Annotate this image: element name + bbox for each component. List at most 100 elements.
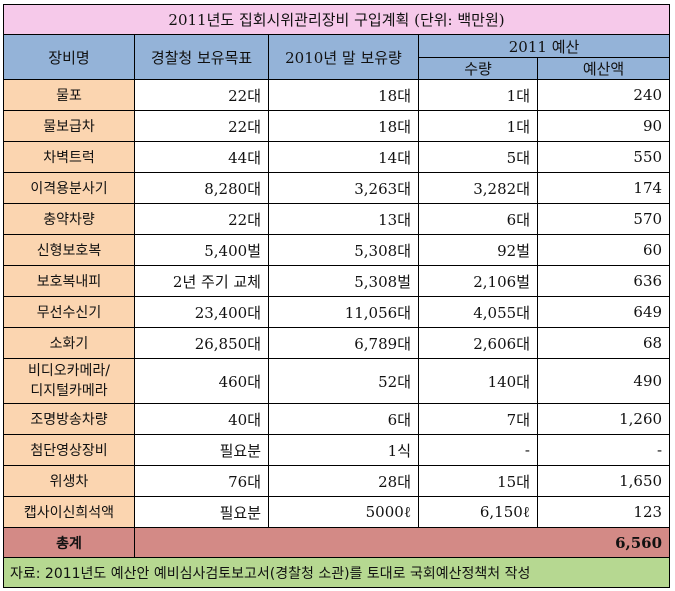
police-target-cell: 필요분 [134, 434, 269, 466]
table-row: 위생차 76대 28대 15대 1,650 [3, 465, 671, 497]
table-row: 충약차량 22대 13대 6대 570 [3, 203, 671, 235]
header-row-2: 수량 예산액 [4, 57, 671, 80]
table-title: 2011년도 집회시위관리장비 구입계획 (단위: 백만원) [2, 4, 671, 35]
quantity-cell: 7대 [418, 403, 538, 435]
equipment-name: 첨단영상장비 [3, 434, 135, 466]
equipment-name: 신형보호복 [3, 234, 135, 266]
quantity-cell: 15대 [418, 465, 538, 497]
amount-cell: 1,650 [536, 465, 671, 497]
quantity-cell: 2,106벌 [418, 265, 538, 297]
header-police-target: 경찰청 보유목표 [134, 34, 269, 80]
held-2010-cell: 18대 [268, 110, 419, 142]
police-target-cell: 76대 [134, 465, 269, 497]
police-target-cell: 40대 [134, 403, 269, 435]
total-amount: 6,560 [133, 527, 671, 558]
amount-cell: 550 [536, 141, 671, 173]
equipment-name: 조명방송차량 [3, 403, 135, 435]
table-row: 신형보호복 5,400벌 5,308대 92벌 60 [3, 234, 671, 266]
total-label: 총계 [3, 527, 135, 558]
police-target-cell: 필요분 [134, 496, 269, 528]
equipment-name: 물보급차 [3, 110, 135, 142]
police-target-cell: 2년 주기 교체 [134, 265, 269, 297]
equipment-name: 충약차량 [3, 203, 135, 235]
table-row: 물보급차 22대 18대 1대 90 [3, 110, 671, 142]
held-2010-cell: 3,263대 [268, 172, 419, 204]
police-target-cell: 460대 [134, 358, 269, 404]
amount-cell: 123 [536, 496, 671, 528]
police-target-cell: 22대 [134, 79, 269, 111]
header-equipment: 장비명 [3, 34, 135, 80]
quantity-cell: 1대 [418, 110, 538, 142]
amount-cell: 490 [536, 358, 671, 404]
held-2010-cell: 28대 [268, 465, 419, 497]
equipment-name: 위생차 [3, 465, 135, 497]
header-amount: 예산액 [536, 57, 671, 80]
held-2010-cell: 11,056대 [268, 296, 419, 328]
held-2010-cell: 1식 [268, 434, 419, 466]
held-2010-cell: 5,308대 [268, 234, 419, 266]
quantity-cell: 5대 [418, 141, 538, 173]
police-target-cell: 8,280대 [134, 172, 269, 204]
amount-cell: 649 [536, 296, 671, 328]
quantity-cell: 1대 [418, 79, 538, 111]
note-row: 자료: 2011년도 예산안 예비심사검토보고서(경찰청 소관)를 토대로 국회… [2, 557, 671, 588]
amount-cell: 240 [536, 79, 671, 111]
equipment-name: 차벽트럭 [3, 141, 135, 173]
quantity-cell: 2,606대 [418, 327, 538, 359]
amount-cell: 68 [536, 327, 671, 359]
quantity-cell: 6,150ℓ [418, 496, 538, 528]
quantity-cell: 6대 [418, 203, 538, 235]
equipment-name: 이격용분사기 [3, 172, 135, 204]
table-row: 무선수신기 23,400대 11,056대 4,055대 649 [3, 296, 671, 328]
title-row: 2011년도 집회시위관리장비 구입계획 (단위: 백만원) [2, 4, 671, 35]
budget-table-wrapper: 2011년도 집회시위관리장비 구입계획 (단위: 백만원) 장비명 경찰청 보… [2, 4, 671, 588]
header-held-2010: 2010년 말 보유량 [268, 34, 419, 80]
table-row: 보호복내피 2년 주기 교체 5,308벌 2,106벌 636 [3, 265, 671, 297]
header-budget-2011: 2011 예산 [417, 34, 671, 58]
table-row: 첨단영상장비 필요분 1식 - - [3, 434, 671, 466]
equipment-name: 비디오카메라/디지털카메라 [3, 358, 135, 404]
table-row: 캡사이신희석액 필요분 5000ℓ 6,150ℓ 123 [3, 496, 671, 528]
police-target-cell: 44대 [134, 141, 269, 173]
police-target-cell: 26,850대 [134, 327, 269, 359]
police-target-cell: 22대 [134, 110, 269, 142]
table-body: 물포 22대 18대 1대 240 물보급차 22대 18대 1대 90 차벽트럭 44대 14대 5대 5… [3, 79, 671, 528]
amount-cell: 174 [536, 172, 671, 204]
held-2010-cell: 14대 [268, 141, 419, 173]
police-target-cell: 5,400벌 [134, 234, 269, 266]
source-note: 자료: 2011년도 예산안 예비심사검토보고서(경찰청 소관)를 토대로 국회… [2, 557, 671, 588]
quantity-cell: 92벌 [418, 234, 538, 266]
table-row: 조명방송차량 40대 6대 7대 1,260 [3, 403, 671, 435]
header-row-1: 장비명 경찰청 보유목표 2010년 말 보유량 2011 예산 [3, 34, 671, 80]
police-target-cell: 22대 [134, 203, 269, 235]
quantity-cell: 140대 [418, 358, 538, 404]
held-2010-cell: 13대 [268, 203, 419, 235]
table-row: 물포 22대 18대 1대 240 [3, 79, 671, 111]
held-2010-cell: 5,308벌 [268, 265, 419, 297]
amount-cell: 570 [536, 203, 671, 235]
total-row: 총계 6,560 [3, 527, 671, 558]
quantity-cell: 4,055대 [418, 296, 538, 328]
equipment-name: 소화기 [3, 327, 135, 359]
police-target-cell: 23,400대 [134, 296, 269, 328]
equipment-name: 캡사이신희석액 [3, 496, 135, 528]
quantity-cell: - [418, 434, 538, 466]
table-row: 차벽트럭 44대 14대 5대 550 [3, 141, 671, 173]
amount-cell: 1,260 [536, 403, 671, 435]
held-2010-cell: 52대 [268, 358, 419, 404]
held-2010-cell: 18대 [268, 79, 419, 111]
amount-cell: - [536, 434, 671, 466]
equipment-name: 물포 [3, 79, 135, 111]
held-2010-cell: 6,789대 [268, 327, 419, 359]
held-2010-cell: 6대 [268, 403, 419, 435]
table-row: 이격용분사기 8,280대 3,263대 3,282대 174 [3, 172, 671, 204]
amount-cell: 90 [536, 110, 671, 142]
amount-cell: 636 [536, 265, 671, 297]
equipment-name: 보호복내피 [3, 265, 135, 297]
equipment-name: 무선수신기 [3, 296, 135, 328]
quantity-cell: 3,282대 [418, 172, 538, 204]
budget-table: 2011년도 집회시위관리장비 구입계획 (단위: 백만원) 장비명 경찰청 보… [2, 4, 671, 588]
table-row: 비디오카메라/디지털카메라 460대 52대 140대 490 [3, 358, 671, 404]
table-row: 소화기 26,850대 6,789대 2,606대 68 [3, 327, 671, 359]
held-2010-cell: 5000ℓ [268, 496, 419, 528]
